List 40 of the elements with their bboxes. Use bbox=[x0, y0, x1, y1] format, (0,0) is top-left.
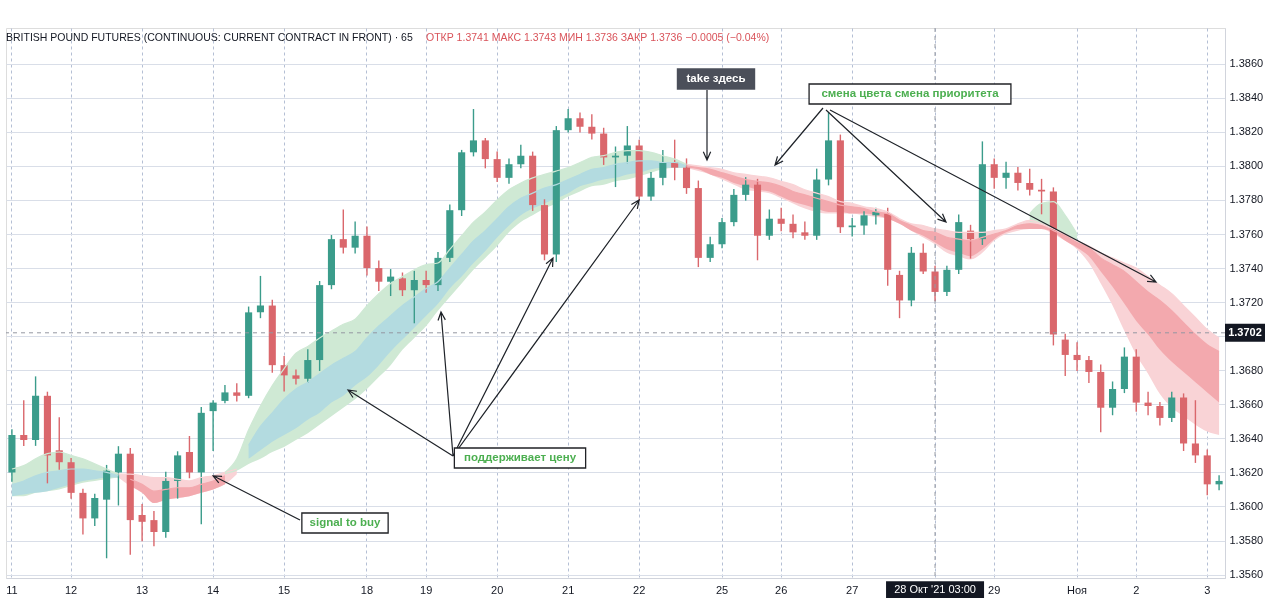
annotation: поддерживает цену bbox=[463, 451, 577, 463]
annotation: take здесь bbox=[686, 72, 746, 84]
x-tick-label: 11 bbox=[6, 583, 18, 596]
annotation: signal to buy bbox=[309, 516, 382, 528]
ref-line-label: 1.3702 bbox=[1228, 325, 1262, 338]
x-tick-label: 21 bbox=[562, 583, 575, 596]
x-tick-label: 26 bbox=[775, 583, 788, 596]
y-tick-label: 1.3740 bbox=[1229, 261, 1264, 274]
y-tick-label: 1.3780 bbox=[1229, 193, 1264, 206]
y-tick-label: 1.3580 bbox=[1229, 534, 1264, 547]
y-tick-label: 1.3560 bbox=[1229, 568, 1264, 581]
y-tick-label: 1.3720 bbox=[1229, 295, 1264, 308]
x-tick-label: 27 bbox=[846, 583, 859, 596]
x-tick-label: 19 bbox=[420, 583, 433, 596]
x-tick-label: 13 bbox=[135, 583, 149, 596]
y-tick-label: 1.3600 bbox=[1229, 499, 1264, 512]
annotation: смена цвета смена приоритета bbox=[821, 87, 1000, 99]
x-tick-label: 25 bbox=[715, 583, 729, 596]
x-tick-label: 18 bbox=[360, 583, 374, 596]
y-tick-label: 1.3760 bbox=[1229, 227, 1264, 240]
y-tick-label: 1.3820 bbox=[1229, 125, 1264, 138]
x-tick-label: 2 bbox=[1133, 583, 1140, 596]
x-tick-label: 20 bbox=[491, 583, 504, 596]
x-tick-label: Ноя bbox=[1067, 583, 1088, 596]
y-tick-label: 1.3680 bbox=[1229, 363, 1264, 376]
x-tick-label: 15 bbox=[278, 583, 291, 596]
y-tick-label: 1.3640 bbox=[1229, 431, 1264, 444]
x-tick-label: 12 bbox=[64, 583, 78, 596]
chart-subtitle: ОТКР 1.3741 МАКС 1.3743 МИН 1.3736 ЗАКР 1.3736 −0.0005 (−0.04%) bbox=[426, 31, 770, 43]
y-tick-label: 1.3800 bbox=[1229, 159, 1264, 172]
chart-title: BRITISH POUND FUTURES (CONTINUOUS: CURRENT CONTRACT IN FRONT) · 65 bbox=[6, 31, 413, 43]
x-tick-label: 22 bbox=[633, 583, 646, 596]
x-tick-label: 14 bbox=[206, 583, 220, 596]
x-tick-label: 3 bbox=[1204, 583, 1211, 596]
y-tick-label: 1.3660 bbox=[1229, 397, 1264, 410]
y-tick-label: 1.3860 bbox=[1229, 57, 1264, 70]
x-tick-label: 28 Окт '21 03:00 bbox=[894, 583, 976, 595]
x-tick-label: 29 bbox=[988, 583, 1001, 596]
y-tick-label: 1.3840 bbox=[1229, 91, 1264, 104]
y-tick-label: 1.3620 bbox=[1229, 465, 1264, 478]
